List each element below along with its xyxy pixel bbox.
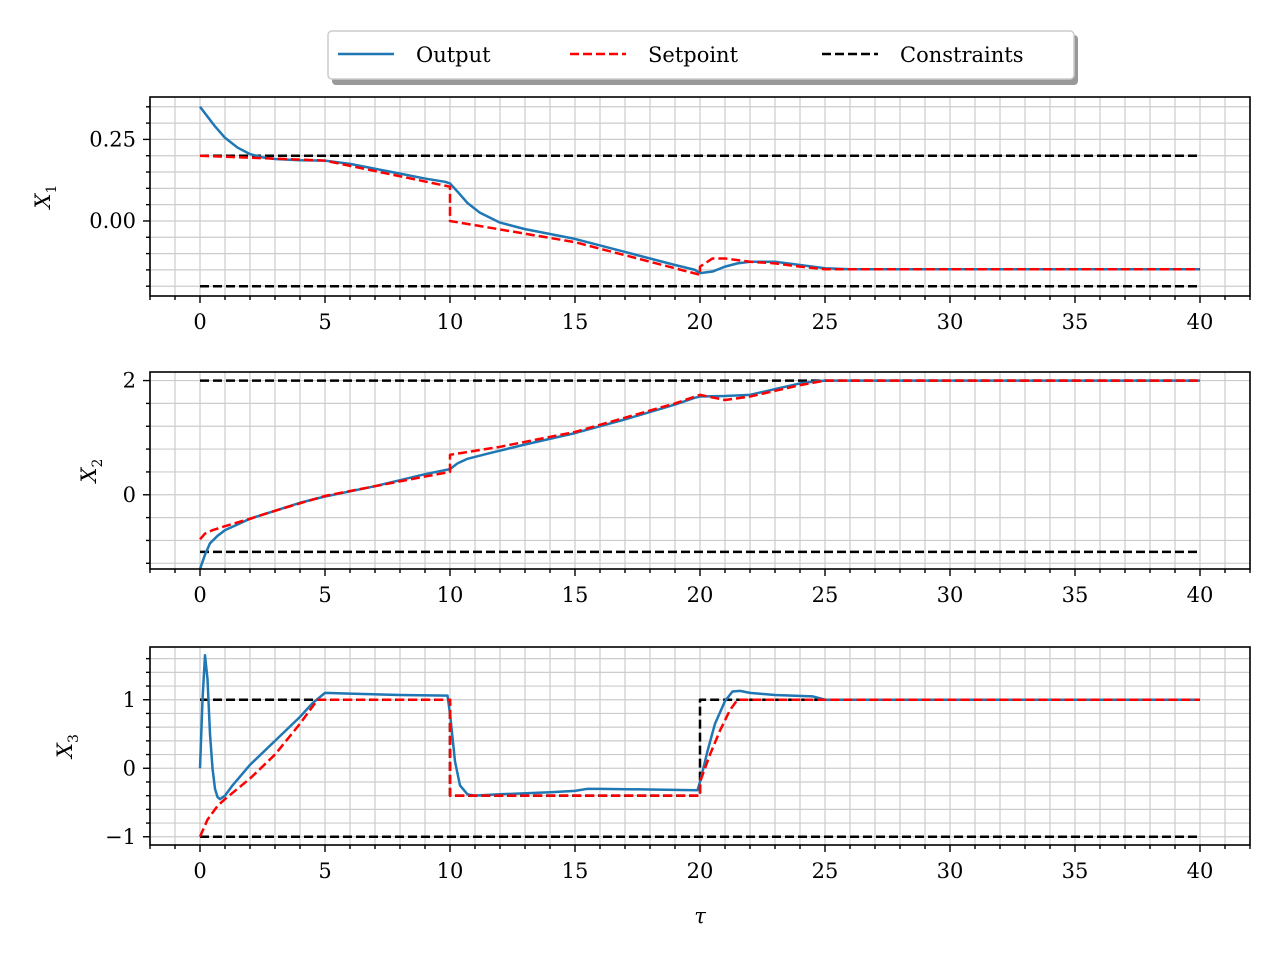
- x-tick-label: 30: [937, 859, 964, 883]
- legend-setpoint-label: Setpoint: [648, 43, 739, 67]
- x-ticks: 0 5 10 15 20 25 30 35 40: [149, 569, 1251, 607]
- x-tick-label: 40: [1187, 859, 1214, 883]
- x-tick-label: 20: [687, 583, 714, 607]
- legend: Output Setpoint Constraints: [327, 30, 1078, 85]
- y-axis-label: X2: [77, 459, 106, 485]
- x-axis-label: τ: [694, 904, 706, 928]
- setpoint-line: [199, 154, 1200, 277]
- x-tick-label: 15: [562, 583, 589, 607]
- output-line: [198, 653, 1200, 801]
- x-tick-label: 40: [1187, 310, 1214, 334]
- x-tick-label: 5: [318, 583, 331, 607]
- y-ticks: −1 0 1: [105, 657, 150, 849]
- y-tick-label: 1: [123, 688, 136, 712]
- legend-output-label: Output: [416, 43, 491, 67]
- x-tick-label: 25: [812, 583, 839, 607]
- legend-constraints-label: Constraints: [900, 43, 1023, 67]
- y-tick-label: 2: [123, 369, 136, 393]
- series-group: [198, 653, 1200, 839]
- subplot-1: 0 5 10 15 20 25 30 35 40 0.00 0.25 X1: [31, 96, 1251, 334]
- x-tick-label: 10: [437, 859, 464, 883]
- y-tick-label: 0: [123, 483, 136, 507]
- x-tick-label: 15: [562, 859, 589, 883]
- subplot-3: 0 5 10 15 20 25 30 35 40 −1 0 1 X3 τ: [53, 646, 1251, 928]
- x-ticks: 0 5 10 15 20 25 30 35 40: [149, 845, 1251, 883]
- y-axis-label: X3: [53, 734, 82, 760]
- x-tick-label: 35: [1062, 583, 1089, 607]
- series-group: [198, 379, 1200, 569]
- x-tick-label: 0: [193, 583, 206, 607]
- x-tick-label: 10: [437, 310, 464, 334]
- x-tick-label: 20: [687, 310, 714, 334]
- x-tick-label: 35: [1062, 310, 1089, 334]
- legend-frame: [327, 30, 1075, 80]
- grid: [149, 372, 1251, 569]
- setpoint-line: [199, 379, 1200, 541]
- series-group: [199, 106, 1200, 288]
- setpoint-line: [198, 698, 1200, 838]
- x-tick-label: 0: [193, 859, 206, 883]
- x-tick-label: 25: [812, 310, 839, 334]
- x-tick-label: 15: [562, 310, 589, 334]
- x-tick-label: 5: [318, 859, 331, 883]
- x-tick-label: 25: [812, 859, 839, 883]
- y-ticks: 02: [123, 369, 150, 564]
- x-tick-label: 30: [937, 310, 964, 334]
- y-tick-label: 0: [123, 756, 136, 780]
- x-tick-label: 10: [437, 583, 464, 607]
- x-tick-label: 40: [1187, 583, 1214, 607]
- x-ticks: 0 5 10 15 20 25 30 35 40: [149, 296, 1251, 334]
- y-axis-label: X1: [31, 185, 60, 211]
- x-tick-label: 5: [318, 310, 331, 334]
- y-tick-label: 0.25: [89, 127, 136, 151]
- x-tick-label: 30: [937, 583, 964, 607]
- y-tick-label: 0.00: [89, 209, 136, 233]
- x-tick-label: 35: [1062, 859, 1089, 883]
- output-line: [198, 379, 1200, 569]
- x-tick-label: 20: [687, 859, 714, 883]
- y-ticks: 0.00 0.25: [89, 106, 150, 287]
- y-tick-label: −1: [105, 825, 136, 849]
- x-tick-label: 0: [193, 310, 206, 334]
